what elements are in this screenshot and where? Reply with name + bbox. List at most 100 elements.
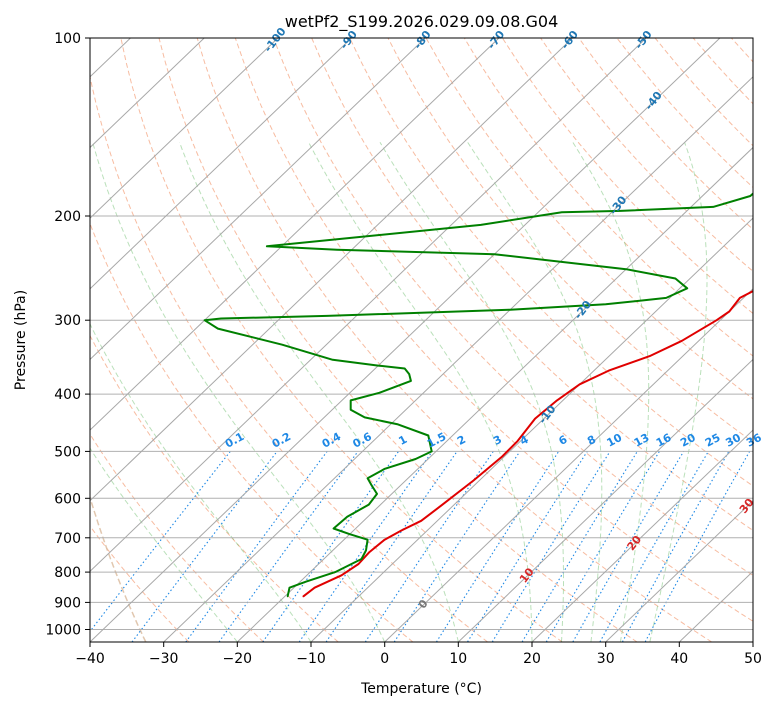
dewpoint-point	[384, 468, 386, 470]
isotherm	[90, 38, 279, 219]
dewpoint-point	[686, 287, 688, 289]
dry-adiabat	[120, 38, 563, 642]
mixing-ratio-line	[298, 451, 433, 642]
x-tick-label: 10	[449, 651, 467, 667]
dewpoint-point	[364, 416, 366, 418]
x-tick-label: 20	[523, 651, 541, 667]
isotherm	[236, 146, 753, 642]
dewpoint-point	[605, 303, 607, 305]
dry-adiabat	[463, 38, 753, 357]
y-tick-label: 100	[54, 31, 81, 47]
isotherm	[531, 429, 753, 642]
dewpoint-point	[332, 359, 334, 361]
temperature-point	[728, 310, 730, 313]
dewpoint-point	[378, 392, 380, 394]
profile-layer	[203, 192, 764, 598]
mixing-ratio-line	[185, 451, 328, 642]
y-tick-label: 400	[54, 387, 81, 403]
isotherm	[752, 641, 753, 642]
dry-adiabat	[158, 38, 638, 642]
x-tick-label: −30	[149, 651, 179, 667]
y-tick-label: 800	[54, 565, 81, 581]
mixing-ratio-label: 10	[605, 431, 625, 450]
temperature-point	[556, 399, 558, 401]
y-tick-label: 300	[54, 313, 81, 329]
temperature-point	[579, 383, 581, 385]
dewpoint-point	[561, 211, 563, 213]
mixing-ratio-label: 30	[723, 431, 743, 450]
dewpoint-point	[749, 195, 751, 197]
temperature-point	[517, 440, 519, 442]
dewpoint-point	[204, 319, 206, 321]
temperature-point	[716, 319, 718, 321]
dry-adiabat	[387, 38, 753, 443]
dewpoint-point	[410, 380, 412, 382]
temperature-point	[763, 285, 764, 286]
dewpoint-point	[360, 558, 363, 560]
x-tick-label: 30	[597, 651, 615, 667]
mixing-ratio-line	[491, 451, 611, 642]
iso-label-layer: 0.1 0.2 0.4 0.6 1 1.5 2 3 4 6 8 10 13 16 20 25 30 36-100-…	[223, 25, 764, 612]
temperature-point	[357, 563, 360, 565]
plot-background	[90, 38, 753, 642]
mixing-ratio-line	[364, 451, 494, 642]
grid-layer	[90, 38, 753, 642]
dry-adiabat	[90, 525, 190, 642]
dewpoint-point	[480, 224, 482, 226]
dewpoint-point	[288, 587, 291, 589]
dewpoint-point	[287, 596, 289, 598]
plot-frame	[89, 37, 754, 643]
dewpoint-point	[376, 493, 378, 495]
mixing-ratio-line	[262, 451, 399, 642]
dewpoint-point	[266, 245, 268, 247]
dry-adiabat	[273, 38, 753, 577]
mixing-ratio-label: 20	[678, 431, 698, 450]
isotherm	[310, 217, 753, 642]
isotherm	[90, 38, 721, 642]
temperature-point	[384, 539, 386, 541]
isotherm	[90, 38, 426, 361]
temperature-point	[340, 574, 343, 576]
x-tick-label: −20	[223, 651, 253, 667]
temperature-point	[472, 479, 475, 482]
temperature-point	[368, 551, 370, 553]
x-axis-label: Temperature (°C)	[360, 681, 482, 697]
x-tick-label: −10	[296, 651, 326, 667]
dewpoint-point	[346, 516, 348, 518]
isotherm	[90, 38, 573, 502]
dry-adiabat	[90, 222, 414, 642]
reference-curve	[90, 494, 147, 642]
dewpoint-point	[493, 253, 495, 255]
mixing-ratio-line	[325, 451, 458, 642]
temperature-point	[534, 418, 536, 420]
mixing-ratio-line	[599, 451, 709, 642]
isotherm	[384, 288, 753, 642]
dry-adiabat	[196, 38, 712, 642]
mixing-ratio-label: 16	[654, 431, 674, 450]
dewpoint-point	[349, 533, 351, 535]
isotherm	[90, 38, 500, 431]
temperature-point	[401, 529, 403, 532]
temperature-point	[441, 504, 444, 506]
dewpoint-point	[334, 571, 336, 573]
isotherm	[163, 76, 753, 642]
dewpoint-point	[509, 309, 511, 311]
x-tick-label: 40	[670, 651, 688, 667]
dewpoint-point	[217, 328, 219, 330]
mixing-ratio-label: 36	[744, 431, 764, 450]
dewpoint-point	[408, 373, 410, 375]
mixing-ratio-line	[435, 451, 560, 642]
dry-adiabat	[90, 433, 264, 642]
dewpoint-point	[377, 365, 379, 367]
isotherm	[605, 500, 753, 642]
y-tick-label: 600	[54, 491, 81, 507]
dewpoint-point	[368, 504, 370, 506]
temperature-point	[314, 587, 316, 589]
dewpoint-point	[305, 581, 307, 583]
dewpoint-point	[397, 423, 399, 425]
dewpoint-point	[415, 458, 417, 460]
mixing-ratio-line	[393, 451, 521, 642]
isotherm	[90, 38, 352, 290]
dewpoint-point	[350, 409, 352, 411]
